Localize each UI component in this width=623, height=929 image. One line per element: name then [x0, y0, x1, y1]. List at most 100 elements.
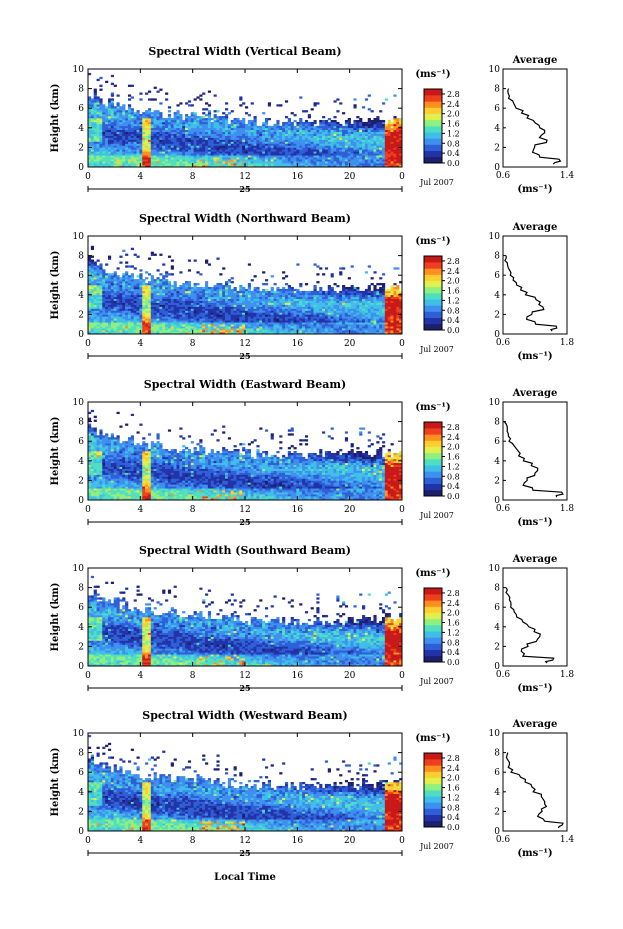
heatmap-cell	[119, 332, 123, 335]
heatmap-cell	[339, 137, 343, 140]
heatmap-cell	[216, 110, 220, 113]
average-x-label: (ms⁻¹)	[517, 184, 552, 195]
heatmap-cell	[225, 320, 229, 323]
heatmap-cell	[142, 121, 146, 125]
heatmap-cell	[139, 153, 143, 156]
heatmap-cell	[113, 118, 117, 121]
heatmap-cell	[193, 304, 197, 307]
heatmap-cell	[105, 277, 109, 280]
heatmap-cell	[373, 139, 377, 142]
heatmap-cell	[193, 135, 197, 138]
heatmap-cell	[250, 165, 254, 168]
heatmap-cell	[367, 159, 371, 162]
heatmap-cell	[393, 149, 397, 152]
heatmap-cell	[119, 163, 123, 166]
heatmap-cell	[99, 267, 103, 270]
heatmap-cell	[253, 310, 257, 313]
heatmap-cell	[125, 300, 129, 303]
heatmap-cell	[313, 137, 317, 140]
heatmap-cell	[99, 100, 103, 103]
heatmap-cell	[236, 121, 240, 125]
heatmap-cell	[264, 127, 269, 131]
heatmap-cell	[284, 131, 289, 134]
heatmap-cell	[287, 157, 291, 160]
heatmap-cell	[110, 94, 114, 97]
heatmap-cell	[210, 139, 214, 142]
heatmap-cell	[147, 273, 152, 276]
heatmap-cell	[276, 131, 280, 134]
heatmap-cell	[199, 155, 203, 158]
heatmap-cell	[182, 161, 186, 164]
heatmap-cell	[399, 125, 403, 129]
heatmap-cell	[102, 106, 106, 109]
heatmap-cell	[150, 320, 154, 323]
heatmap-cell	[262, 292, 266, 296]
heatmap-cell	[147, 281, 152, 284]
heatmap-cell	[207, 318, 212, 321]
heatmap-cell	[219, 123, 223, 127]
heatmap-cell	[313, 155, 317, 158]
heatmap-cell	[259, 290, 263, 294]
heatmap-cell	[142, 328, 146, 331]
heatmap-cell	[216, 129, 220, 133]
heatmap-cell	[373, 161, 377, 164]
heatmap-cell	[302, 157, 306, 160]
heatmap-cell	[384, 98, 389, 101]
heatmap-cell	[230, 143, 234, 146]
heatmap-cell	[130, 316, 134, 319]
heatmap-cell	[119, 288, 123, 292]
heatmap-cell	[156, 119, 160, 123]
heatmap-cell	[210, 306, 214, 309]
heatmap-cell	[130, 279, 134, 282]
heatmap-cell	[267, 155, 271, 158]
heatmap-cell	[122, 277, 126, 280]
heatmap-cell	[127, 292, 132, 296]
heatmap-cell	[125, 322, 129, 325]
heatmap-cell	[322, 163, 326, 166]
heatmap-cell	[239, 306, 243, 309]
heatmap-cell	[233, 322, 237, 325]
heatmap-cell	[247, 328, 251, 331]
heatmap-cell	[247, 322, 251, 325]
heatmap-cell	[313, 133, 317, 136]
heatmap-cell	[96, 108, 100, 111]
heatmap-cell	[173, 112, 177, 115]
heatmap-cell	[119, 290, 123, 294]
heatmap-cell	[247, 312, 251, 315]
heatmap-cell	[233, 316, 237, 319]
heatmap-cell	[176, 312, 180, 315]
heatmap-cell	[150, 283, 154, 286]
heatmap-cell	[113, 159, 117, 162]
heatmap-cell	[387, 121, 391, 125]
heatmap-cell	[136, 281, 140, 284]
heatmap-cell	[205, 163, 209, 166]
heatmap-cell	[267, 292, 271, 296]
heatmap-cell	[116, 157, 120, 160]
heatmap-cell	[279, 125, 283, 129]
heatmap-cell	[127, 108, 132, 111]
heatmap-cell	[88, 330, 92, 333]
heatmap-cell	[193, 116, 197, 119]
heatmap-cell	[330, 155, 334, 158]
heatmap-cell	[279, 326, 283, 329]
heatmap-cell	[205, 153, 209, 156]
heatmap-cell	[170, 314, 174, 317]
heatmap-cell	[342, 149, 346, 152]
heatmap-cell	[107, 290, 112, 294]
heatmap-cell	[119, 312, 123, 315]
heatmap-cell	[222, 312, 226, 315]
heatmap-cell	[90, 255, 94, 258]
heatmap-cell	[193, 314, 197, 317]
heatmap-cell	[264, 135, 269, 138]
heatmap-cell	[162, 121, 166, 125]
heatmap-cell	[93, 121, 97, 125]
heatmap-cell	[233, 306, 237, 309]
heatmap-cell	[196, 145, 200, 148]
heatmap-cell	[150, 135, 154, 138]
heatmap-cell	[130, 332, 134, 335]
heatmap-cell	[105, 135, 109, 138]
heatmap-cell	[110, 288, 114, 292]
heatmap-cell	[287, 121, 291, 125]
heatmap-cell	[227, 310, 232, 313]
heatmap-cell	[250, 279, 254, 282]
